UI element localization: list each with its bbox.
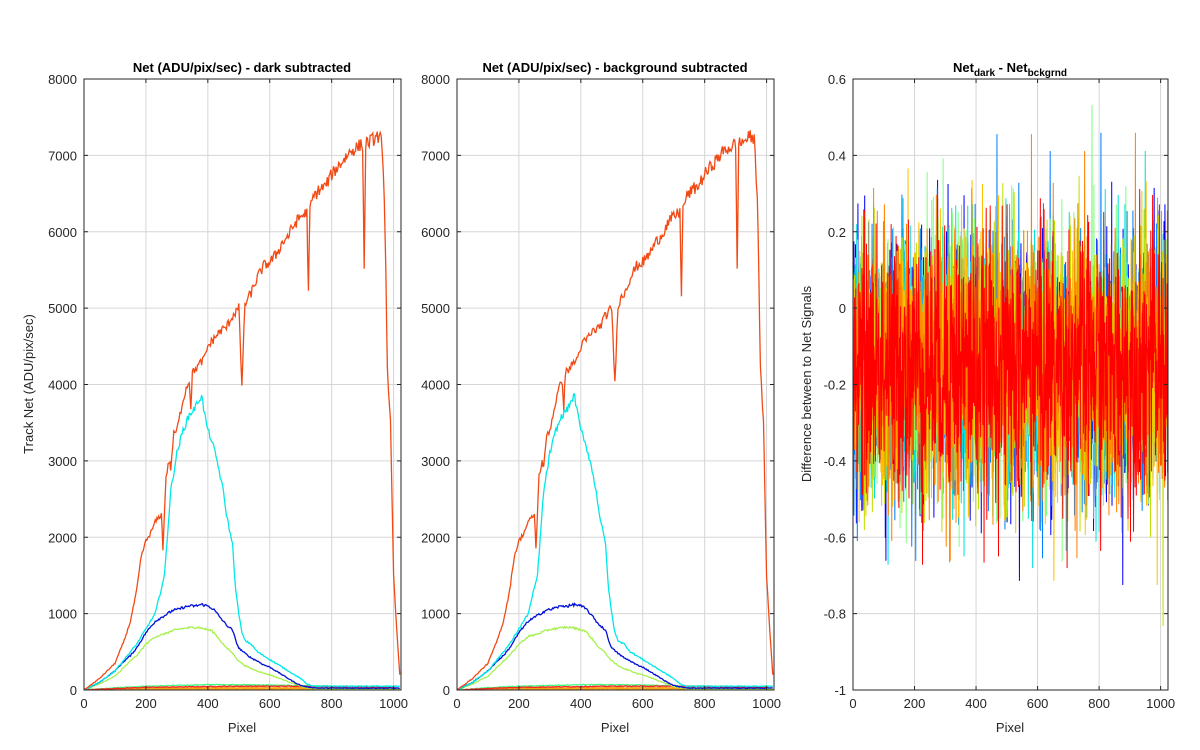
series-line-0 — [457, 130, 774, 690]
y-tick-label: 7000 — [421, 148, 450, 163]
series-group — [457, 130, 774, 690]
title-subscript-dark: dark — [974, 68, 996, 79]
y-tick-label: 5000 — [421, 301, 450, 316]
title-main: Net — [953, 60, 975, 75]
title-subscript-bckgrnd: bckgrnd — [1028, 68, 1067, 79]
chart-panel-background-subtracted: Net (ADU/pix/sec) - background subtracte… — [421, 60, 781, 735]
x-tick-label: 600 — [632, 696, 654, 711]
chart-title: Net (ADU/pix/sec) - dark subtracted — [133, 60, 351, 75]
y-tick-label: -0.8 — [824, 607, 846, 622]
x-tick-label: 800 — [694, 696, 716, 711]
y-tick-label: -0.4 — [824, 454, 846, 469]
y-tick-label: 0 — [443, 683, 450, 698]
y-tick-label: 4000 — [421, 378, 450, 393]
y-tick-label: 6000 — [421, 225, 450, 240]
x-tick-label: 600 — [259, 696, 281, 711]
y-tick-label: 2000 — [48, 530, 77, 545]
series-line-3 — [457, 625, 773, 690]
x-axis-label: Pixel — [996, 720, 1024, 735]
x-axis-label: Pixel — [601, 720, 629, 735]
y-tick-label: 8000 — [421, 72, 450, 87]
x-tick-label: 1000 — [1146, 696, 1175, 711]
series-line-4 — [457, 685, 773, 690]
series-line-7 — [853, 189, 1168, 569]
x-tick-label: 0 — [453, 696, 460, 711]
title-middle: - Net — [995, 60, 1028, 75]
y-tick-label: 2000 — [421, 530, 450, 545]
series-line-1 — [84, 395, 400, 690]
y-tick-label: -1 — [834, 683, 846, 698]
x-tick-label: 200 — [508, 696, 530, 711]
x-tick-label: 0 — [849, 696, 856, 711]
y-tick-label: 0.2 — [828, 225, 846, 240]
x-tick-label: 200 — [904, 696, 926, 711]
series-line-2 — [84, 603, 400, 690]
y-tick-label: 5000 — [48, 301, 77, 316]
y-tick-label: 4000 — [48, 378, 77, 393]
x-tick-label: 1000 — [752, 696, 781, 711]
x-axis-label: Pixel — [228, 720, 256, 735]
x-tick-label: 200 — [135, 696, 157, 711]
series-group — [853, 105, 1168, 626]
y-tick-label: -0.6 — [824, 530, 846, 545]
y-axis-label: Track Net (ADU/pix/sec) — [21, 314, 36, 454]
y-tick-label: 0 — [70, 683, 77, 698]
x-tick-label: 400 — [197, 696, 219, 711]
chart-panel-difference: Netdark - Netbckgrnd Difference between … — [799, 60, 1175, 735]
x-tick-label: 800 — [321, 696, 343, 711]
y-tick-label: 3000 — [421, 454, 450, 469]
chart-title: Netdark - Netbckgrnd — [953, 60, 1067, 79]
x-tick-label: 0 — [80, 696, 87, 711]
series-line-0 — [84, 130, 401, 690]
series-line-1 — [457, 393, 773, 690]
y-tick-label: 0.4 — [828, 148, 846, 163]
y-tick-label: 3000 — [48, 454, 77, 469]
y-tick-label: 1000 — [421, 607, 450, 622]
y-tick-label: 1000 — [48, 607, 77, 622]
x-tick-label: 400 — [965, 696, 987, 711]
chart-title: Net (ADU/pix/sec) - background subtracte… — [482, 60, 747, 75]
x-tick-label: 1000 — [379, 696, 408, 711]
y-tick-label: 8000 — [48, 72, 77, 87]
y-tick-label: 6000 — [48, 225, 77, 240]
y-tick-label: 7000 — [48, 148, 77, 163]
x-tick-label: 800 — [1088, 696, 1110, 711]
series-line-2 — [457, 602, 773, 690]
x-tick-label: 400 — [570, 696, 592, 711]
y-tick-label: 0.6 — [828, 72, 846, 87]
y-tick-label: 0 — [839, 301, 846, 316]
y-tick-label: -0.2 — [824, 378, 846, 393]
x-tick-label: 600 — [1027, 696, 1049, 711]
chart-panel-dark-subtracted: Net (ADU/pix/sec) - dark subtracted Trac… — [21, 60, 408, 735]
y-axis-label: Difference between to Net Signals — [799, 285, 814, 482]
series-group — [84, 130, 401, 690]
